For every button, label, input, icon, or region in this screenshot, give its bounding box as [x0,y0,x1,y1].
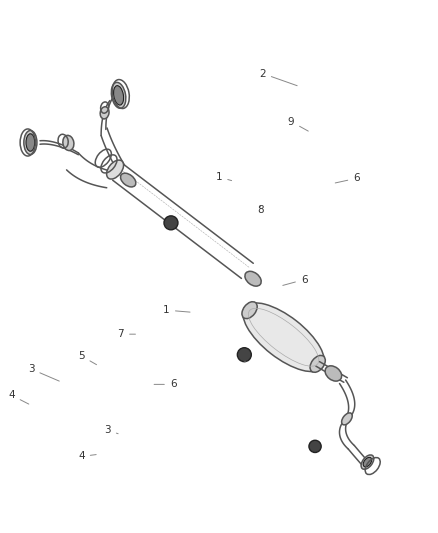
Ellipse shape [363,457,372,467]
Text: 8: 8 [257,205,264,215]
Ellipse shape [342,413,352,425]
Text: 6: 6 [283,274,307,285]
Ellipse shape [361,455,374,469]
Text: 6: 6 [335,173,360,183]
Ellipse shape [24,131,37,155]
Ellipse shape [63,135,74,150]
Text: 3: 3 [28,364,59,381]
Ellipse shape [243,303,325,372]
Text: 2: 2 [259,69,297,86]
Text: 1: 1 [163,305,190,315]
Ellipse shape [245,271,261,286]
Ellipse shape [106,160,124,179]
Text: 4: 4 [8,390,29,404]
Ellipse shape [242,302,257,319]
Text: 7: 7 [117,329,135,339]
Text: 5: 5 [78,351,96,365]
Circle shape [309,440,321,453]
Ellipse shape [325,366,342,381]
Ellipse shape [120,173,136,187]
Text: 1: 1 [215,172,232,182]
Ellipse shape [113,86,124,105]
Text: 6: 6 [154,379,177,390]
Circle shape [164,216,178,230]
Ellipse shape [310,356,325,373]
Text: 9: 9 [288,117,308,131]
Text: 4: 4 [78,451,96,462]
Ellipse shape [111,83,126,108]
Ellipse shape [26,134,35,151]
Text: 3: 3 [104,425,118,435]
Ellipse shape [100,107,109,119]
Circle shape [237,348,251,362]
